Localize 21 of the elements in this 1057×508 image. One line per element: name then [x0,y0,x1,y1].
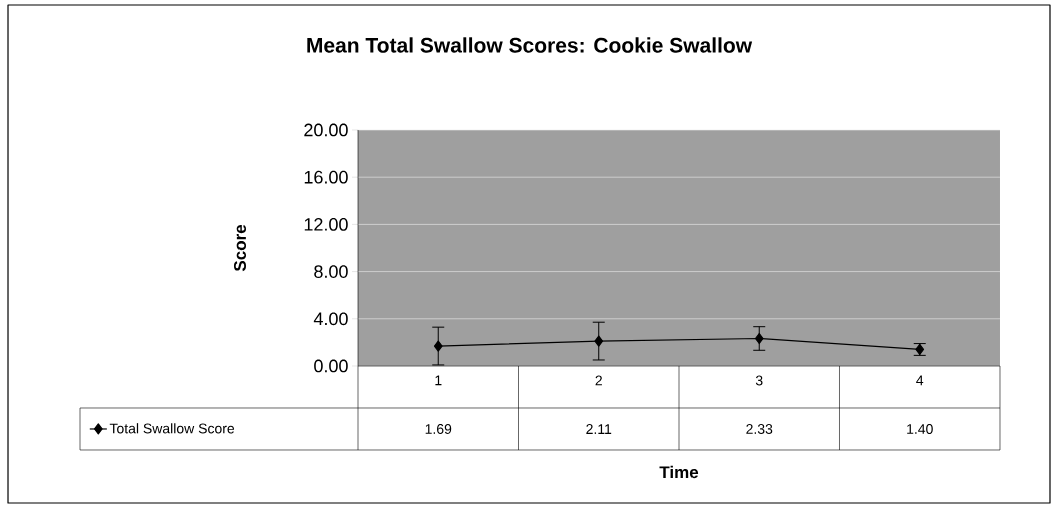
x-tick-label: 2 [595,375,602,386]
y-tick-label: 16.00 [304,170,348,184]
data-label: 1.69 [425,424,452,434]
data-label: 1.40 [907,424,933,434]
x-axis-title: Time [659,465,699,479]
x-tick-label: 4 [916,375,924,386]
data-label: 2.33 [746,424,773,434]
y-axis-title: Score [233,224,247,272]
y-tick-label: 8.00 [314,265,348,278]
point [754,332,764,345]
y-tick-label: 20.00 [304,123,348,137]
y-tick-label: 4.00 [313,312,348,326]
chart-title: Mean Total Swallow Scores: Cookie Swallow [307,37,753,53]
x-tick-label: 3 [755,375,763,386]
y-tick-label: 0.00 [314,359,348,373]
point [594,335,604,347]
y-tick-label: 12.00 [304,218,348,231]
data-label: 2.11 [586,424,612,434]
x-tick-label: 1 [435,375,442,386]
point [433,340,443,352]
legend-label: Total Swallow Score [109,423,235,434]
